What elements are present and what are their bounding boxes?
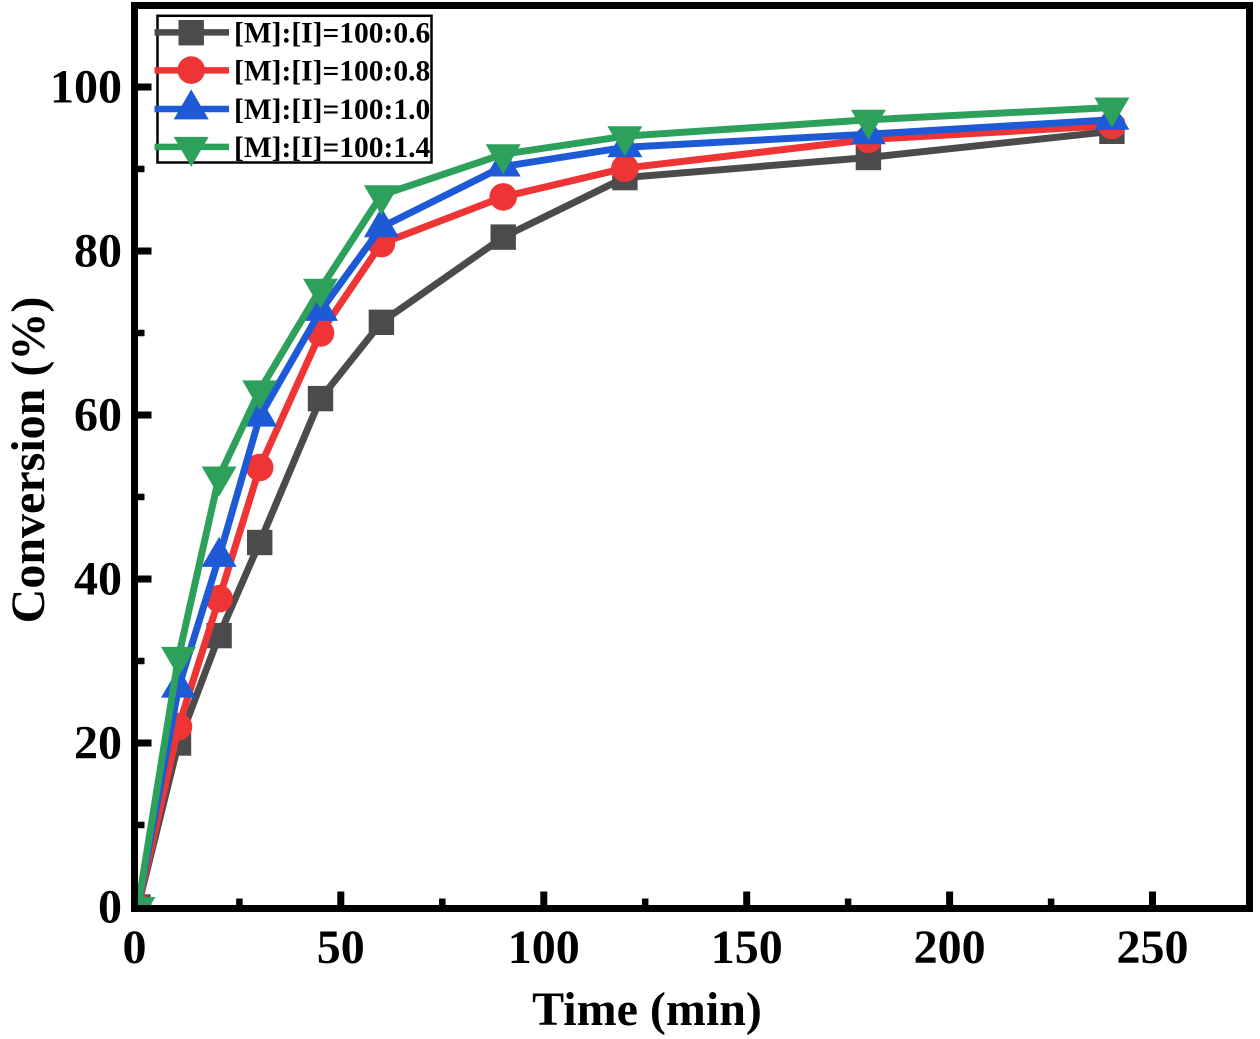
svg-text:100: 100 (508, 921, 580, 974)
svg-text:[M]:[I]=100:0.6: [M]:[I]=100:0.6 (234, 18, 430, 50)
svg-text:0: 0 (123, 921, 147, 974)
svg-text:80: 80 (74, 225, 122, 278)
svg-text:40: 40 (74, 553, 122, 606)
svg-text:250: 250 (1117, 921, 1189, 974)
svg-text:Conversion (%): Conversion (%) (2, 297, 55, 624)
svg-text:200: 200 (914, 921, 986, 974)
svg-text:Time (min): Time (min) (532, 983, 762, 1036)
svg-text:[M]:[I]=100:1.0: [M]:[I]=100:1.0 (234, 94, 430, 126)
svg-text:50: 50 (317, 921, 365, 974)
svg-text:60: 60 (74, 389, 122, 442)
svg-text:20: 20 (74, 717, 122, 770)
svg-text:0: 0 (98, 881, 122, 934)
svg-text:100: 100 (50, 61, 122, 114)
svg-text:[M]:[I]=100:1.4: [M]:[I]=100:1.4 (234, 132, 430, 164)
svg-text:150: 150 (711, 921, 783, 974)
svg-text:[M]:[I]=100:0.8: [M]:[I]=100:0.8 (234, 56, 430, 88)
